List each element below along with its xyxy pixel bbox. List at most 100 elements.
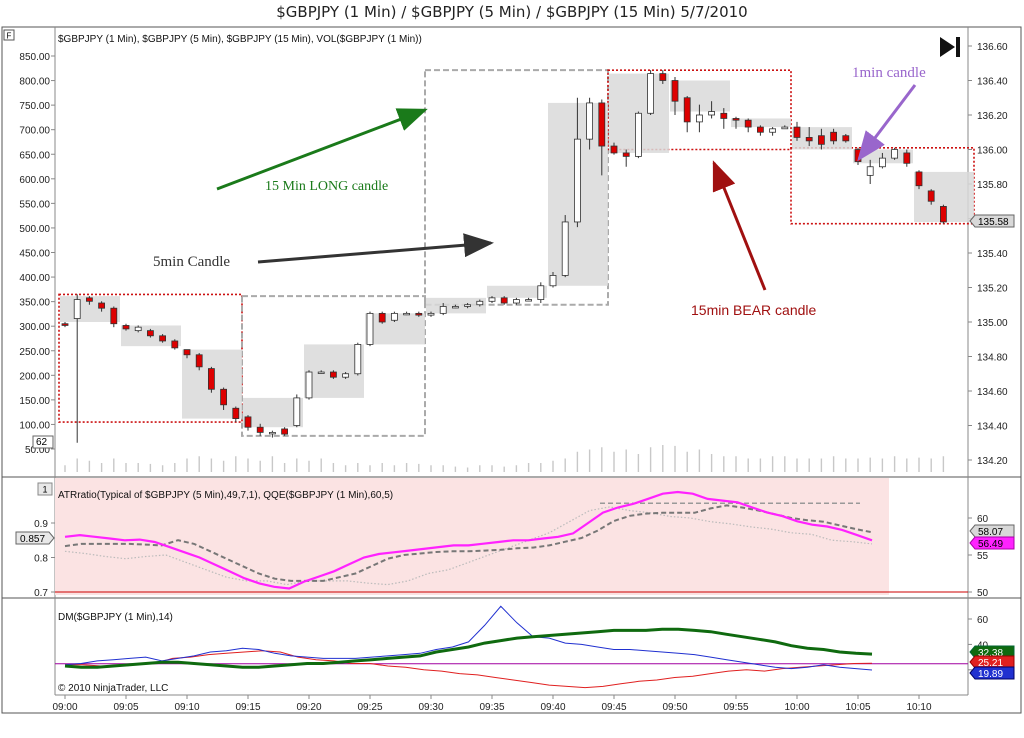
volume-bar xyxy=(442,465,444,472)
volume-bar xyxy=(137,463,139,472)
volume-bar xyxy=(454,466,457,472)
candle-1min-down xyxy=(281,428,289,435)
candle-1min-down xyxy=(220,388,228,406)
panel-marker-text: F xyxy=(7,32,12,41)
price-tick-label: 135.80 xyxy=(977,180,1008,191)
volume-bar xyxy=(918,457,920,472)
volume-bar xyxy=(247,458,249,472)
atr-value-box xyxy=(15,531,55,545)
candle-1min-up xyxy=(635,112,642,157)
volume-tick-label: 700.00 xyxy=(19,126,50,137)
volume-bar xyxy=(784,456,786,472)
dm-minus-value-label: 25.21 xyxy=(978,658,1003,669)
candle-1min-down xyxy=(744,119,752,128)
candle-5min xyxy=(243,397,303,428)
adx-value-label: 32.38 xyxy=(978,648,1003,659)
candle-1min-down xyxy=(757,126,764,133)
candle-1min-up xyxy=(696,114,703,123)
volume-bar xyxy=(76,458,78,472)
candle-15min-long xyxy=(241,295,426,437)
dm-minus-value-box xyxy=(969,655,1015,669)
time-tick-label: 09:25 xyxy=(357,702,382,713)
time-tick-label: 09:50 xyxy=(662,702,687,713)
candle-1min-down xyxy=(146,330,154,337)
qqe-tick-label: 50 xyxy=(977,588,989,599)
volume-bar xyxy=(186,458,188,472)
candle-1min-down xyxy=(415,312,423,316)
panel-marker-box[interactable] xyxy=(3,29,15,41)
scroll-to-end-icon[interactable] xyxy=(940,37,960,57)
candle-1min-down xyxy=(500,297,508,304)
candle-5min xyxy=(426,297,486,314)
panel2-marker-text: 1 xyxy=(42,485,47,495)
volume-bar xyxy=(625,449,627,472)
volume-bar xyxy=(942,456,945,472)
candle-5min xyxy=(487,285,547,298)
atr-ratio-line xyxy=(64,490,873,590)
volume-bar xyxy=(393,465,396,472)
candle-1min-up xyxy=(293,397,301,426)
candle-1min-up xyxy=(427,312,435,316)
candle-1min-up xyxy=(647,73,654,114)
candle-1min-up xyxy=(342,373,350,378)
volume-bar xyxy=(332,463,335,472)
candle-1min-down xyxy=(842,135,850,142)
five-min-arrow xyxy=(257,233,494,264)
candle-1min-up xyxy=(354,344,362,375)
price-tick-label: 134.60 xyxy=(977,387,1008,398)
candles-5min xyxy=(60,73,974,428)
candle-1min-up xyxy=(476,300,484,306)
candle-1min-down xyxy=(329,371,337,378)
volume-bar xyxy=(271,456,274,472)
candle-1min-down xyxy=(732,118,740,121)
candle-1min-down xyxy=(159,335,167,342)
candle-1min-down xyxy=(927,190,935,202)
candle-1min-up xyxy=(134,326,142,332)
dm-plus-value-label: 19.89 xyxy=(978,669,1003,680)
candle-5min xyxy=(670,80,730,112)
volume-bar xyxy=(686,451,688,472)
time-tick-label: 09:45 xyxy=(601,702,626,713)
panel2-marker-box[interactable] xyxy=(37,482,53,496)
one-min-arrow xyxy=(857,84,917,162)
volume-bar xyxy=(235,456,237,472)
volume-tick-label: 50.00 xyxy=(25,445,50,456)
candle-1min-up xyxy=(586,102,593,140)
long-candle-annotation: 15 Min LONG candle xyxy=(265,179,388,194)
volume-bar xyxy=(369,465,371,472)
time-tick-label: 09:10 xyxy=(174,702,199,713)
candle-1min-down xyxy=(256,426,264,433)
price-tick-label: 135.40 xyxy=(977,249,1008,260)
volume-tick-label: 350.00 xyxy=(19,298,50,309)
volume-bar xyxy=(344,465,347,472)
candle-1min-down xyxy=(818,135,825,145)
volume-bar xyxy=(479,465,481,472)
volume-bar xyxy=(491,465,493,472)
volume-bar xyxy=(466,467,469,472)
volume-bar xyxy=(308,460,310,472)
candle-1min-down xyxy=(244,416,252,428)
volume-bar xyxy=(601,447,603,472)
candle-1min-down xyxy=(793,126,801,138)
volume-bar xyxy=(613,451,615,472)
candle-1min-up xyxy=(866,166,874,176)
volume-bar xyxy=(540,463,542,472)
atr-pink-band xyxy=(55,478,889,595)
candle-5min xyxy=(731,118,791,128)
bear-candle-arrow xyxy=(712,160,767,291)
volume-tick-label: 600.00 xyxy=(19,175,50,186)
candle-1min-up xyxy=(537,285,545,300)
atr-panel-legend: ATRratio(Typical of $GBPJPY (5 Min),49,7… xyxy=(58,490,393,501)
candle-1min-up xyxy=(574,138,581,223)
volume-bar xyxy=(381,463,383,472)
volume-bar xyxy=(405,463,408,472)
indicator-lines xyxy=(55,490,968,689)
volume-bar xyxy=(808,458,810,472)
volume-bar xyxy=(149,463,152,472)
volume-bar xyxy=(64,465,66,472)
volume-tick-label: 150.00 xyxy=(19,396,50,407)
volume-tick-label: 850.00 xyxy=(19,52,50,63)
candle-1min-up xyxy=(403,312,411,316)
volume-tick-label: 100.00 xyxy=(19,420,50,431)
